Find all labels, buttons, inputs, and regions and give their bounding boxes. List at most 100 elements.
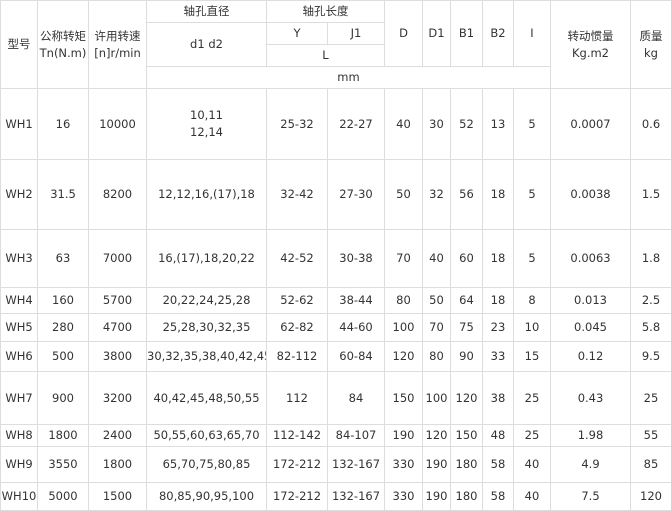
table-cell: 4700 bbox=[89, 314, 147, 342]
table-cell: 64 bbox=[451, 288, 483, 314]
header-mm: mm bbox=[147, 67, 551, 89]
table-cell: 100 bbox=[423, 372, 451, 425]
table-cell: 120 bbox=[451, 372, 483, 425]
table-cell: 0.12 bbox=[551, 342, 631, 372]
table-cell: 84-107 bbox=[328, 425, 385, 447]
table-cell: 50 bbox=[423, 288, 451, 314]
table-cell: 40 bbox=[385, 89, 423, 160]
table-cell: 190 bbox=[423, 447, 451, 483]
table-cell: 0.0007 bbox=[551, 89, 631, 160]
table-cell: 1.5 bbox=[631, 160, 671, 230]
table-cell: 3800 bbox=[89, 342, 147, 372]
table-cell: 62-82 bbox=[267, 314, 328, 342]
table-cell: 58 bbox=[483, 447, 514, 483]
table-cell: 80 bbox=[423, 342, 451, 372]
table-cell: 84 bbox=[328, 372, 385, 425]
table-cell: 40 bbox=[514, 447, 551, 483]
table-cell: 900 bbox=[38, 372, 89, 425]
header-Y: Y bbox=[267, 23, 328, 45]
table-cell: 55 bbox=[631, 425, 671, 447]
table-cell: 10,11 12,14 bbox=[147, 89, 267, 160]
table-cell: 1800 bbox=[89, 447, 147, 483]
table-cell: 0.045 bbox=[551, 314, 631, 342]
header-bore-len: 轴孔长度 bbox=[267, 1, 385, 23]
table-cell: 31.5 bbox=[38, 160, 89, 230]
table-cell: 5 bbox=[514, 89, 551, 160]
table-cell: 58 bbox=[483, 483, 514, 511]
table-cell: 8200 bbox=[89, 160, 147, 230]
table-cell: 80 bbox=[385, 288, 423, 314]
table-cell: 33 bbox=[483, 342, 514, 372]
table-cell: 40 bbox=[514, 483, 551, 511]
table-cell: WH10 bbox=[1, 483, 38, 511]
table-cell: 0.0063 bbox=[551, 230, 631, 288]
table-cell: 30-38 bbox=[328, 230, 385, 288]
table-cell: 280 bbox=[38, 314, 89, 342]
table-cell: 32-42 bbox=[267, 160, 328, 230]
table-cell: 5700 bbox=[89, 288, 147, 314]
table-cell: WH3 bbox=[1, 230, 38, 288]
table-cell: WH6 bbox=[1, 342, 38, 372]
table-cell: 3200 bbox=[89, 372, 147, 425]
table-cell: 1.98 bbox=[551, 425, 631, 447]
table-cell: 120 bbox=[631, 483, 671, 511]
table-cell: 0.0038 bbox=[551, 160, 631, 230]
table-cell: 18 bbox=[483, 160, 514, 230]
table-cell: 160 bbox=[38, 288, 89, 314]
table-cell: 40 bbox=[423, 230, 451, 288]
table-cell: 10 bbox=[514, 314, 551, 342]
table-cell: 82-112 bbox=[267, 342, 328, 372]
table-cell: 25 bbox=[631, 372, 671, 425]
table-cell: 150 bbox=[451, 425, 483, 447]
table-cell: WH9 bbox=[1, 447, 38, 483]
table-cell: 18 bbox=[483, 288, 514, 314]
header-D1: D1 bbox=[423, 1, 451, 67]
table-cell: 172-212 bbox=[267, 447, 328, 483]
table-cell: 38-44 bbox=[328, 288, 385, 314]
table-cell: 5 bbox=[514, 230, 551, 288]
table-cell: 100 bbox=[385, 314, 423, 342]
table-cell: 30 bbox=[423, 89, 451, 160]
table-cell: 180 bbox=[451, 447, 483, 483]
table-cell: 5000 bbox=[38, 483, 89, 511]
table-cell: 0.43 bbox=[551, 372, 631, 425]
header-L: L bbox=[267, 45, 385, 67]
table-cell: 112-142 bbox=[267, 425, 328, 447]
table-cell: 25-32 bbox=[267, 89, 328, 160]
table-cell: 2400 bbox=[89, 425, 147, 447]
table-cell: 120 bbox=[423, 425, 451, 447]
table-cell: 7.5 bbox=[551, 483, 631, 511]
table-cell: 32 bbox=[423, 160, 451, 230]
table-cell: 1.8 bbox=[631, 230, 671, 288]
table-cell: 132-167 bbox=[328, 483, 385, 511]
table-cell: 63 bbox=[38, 230, 89, 288]
table-cell: 132-167 bbox=[328, 447, 385, 483]
table-cell: 7000 bbox=[89, 230, 147, 288]
header-D: D bbox=[385, 1, 423, 67]
header-d1d2: d1 d2 bbox=[147, 23, 267, 67]
header-B1: B1 bbox=[451, 1, 483, 67]
header-J1: J1 bbox=[328, 23, 385, 45]
table-cell: 0.6 bbox=[631, 89, 671, 160]
table-cell: 27-30 bbox=[328, 160, 385, 230]
table-cell: 2.5 bbox=[631, 288, 671, 314]
table-cell: 190 bbox=[423, 483, 451, 511]
table-cell: 9.5 bbox=[631, 342, 671, 372]
table-cell: WH4 bbox=[1, 288, 38, 314]
table-cell: 48 bbox=[483, 425, 514, 447]
table-cell: WH5 bbox=[1, 314, 38, 342]
table-cell: 13 bbox=[483, 89, 514, 160]
header-model: 型号 bbox=[1, 1, 38, 89]
table-cell: 1800 bbox=[38, 425, 89, 447]
